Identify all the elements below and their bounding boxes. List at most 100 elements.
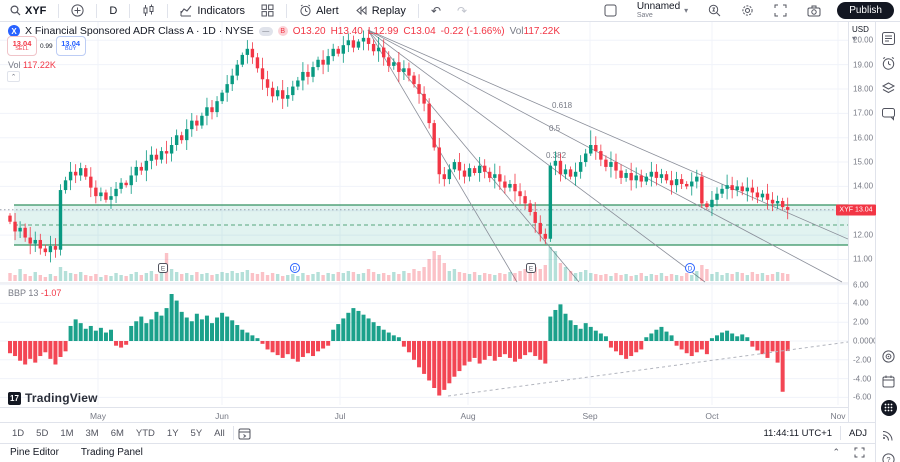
range-5y[interactable]: 5Y <box>190 427 203 439</box>
bbp-indicator-legend[interactable]: BBP 13 -1.07 <box>8 288 61 298</box>
interval-button[interactable]: D <box>105 2 121 20</box>
rss-signal-icon <box>882 431 893 441</box>
watchlist-icon <box>882 32 895 45</box>
parallel-channel-overlay[interactable] <box>14 204 848 246</box>
ohlc-values: O13.20 H13.40 L12.99 C13.04 -0.22 (-1.66… <box>293 26 560 37</box>
indicators-icon <box>180 5 192 17</box>
save-label: Save <box>636 12 653 19</box>
undo-button[interactable]: ↶ <box>430 3 441 18</box>
chart-area[interactable]: 0.618 0.5 0.382 E D E D X X Financial Sponsore… <box>0 22 877 422</box>
object-tree-button[interactable] <box>880 80 897 97</box>
buy-button[interactable]: 13.04 BUY <box>55 36 86 56</box>
redo-button[interactable]: ↷ <box>457 3 468 18</box>
dividend-marker[interactable]: D <box>290 263 300 273</box>
time-axis[interactable]: May Jun Jul Aug Sep Oct Nov <box>0 407 848 422</box>
earnings-marker[interactable]: E <box>158 263 168 273</box>
close-value: C13.04 <box>403 25 436 37</box>
fullscreen-button[interactable] <box>770 2 791 20</box>
main-area: 0.618 0.5 0.382 E D E D X X Financial Sponsore… <box>0 22 900 462</box>
price-tick-label: 17.00 <box>853 108 874 118</box>
range-all[interactable]: All <box>214 427 225 439</box>
layout-name-button[interactable]: Unnamed Save ▾ <box>633 2 692 20</box>
range-6m[interactable]: 6M <box>110 427 124 439</box>
compare-add-button[interactable] <box>67 2 88 20</box>
fib-fan-overlay[interactable]: 0.618 0.5 0.382 <box>367 29 848 283</box>
replay-button[interactable]: Replay <box>351 2 410 20</box>
indicators-button[interactable]: Indicators <box>176 2 249 20</box>
apps-grid-icon <box>880 399 897 416</box>
legend-collapse-button[interactable]: ⌃ <box>7 71 20 82</box>
plus-circle-icon <box>71 4 85 17</box>
bbp-histogram-layer <box>8 294 790 396</box>
time-axis-month-label: Aug <box>460 411 476 421</box>
calendar-button[interactable] <box>880 373 897 390</box>
time-axis-month-label: May <box>89 411 107 421</box>
help-button[interactable]: ? <box>880 451 897 462</box>
fib-fan-label: 0.5 <box>549 124 561 133</box>
earnings-marker[interactable]: E <box>526 263 536 273</box>
bbp-tick-label: 6.00 <box>853 280 869 290</box>
toolbar-separator <box>58 3 60 18</box>
range-ytd[interactable]: YTD <box>135 427 155 439</box>
screenshot-button[interactable] <box>803 2 825 20</box>
time-axis-month-label: Oct <box>705 411 719 421</box>
go-to-date-icon[interactable] <box>238 427 251 440</box>
symbol-title[interactable]: X Financial Sponsored ADR Class A · 1D ·… <box>25 25 254 37</box>
indicator-templates-button[interactable] <box>257 2 278 20</box>
adj-toggle[interactable]: ADJ <box>849 427 867 439</box>
change-value: -0.22 (-1.66%) <box>440 25 505 37</box>
range-5d[interactable]: 5D <box>36 427 49 439</box>
toolbar-separator <box>96 3 98 18</box>
chat-button[interactable] <box>880 105 897 122</box>
grid-templates-icon <box>261 4 274 17</box>
symbol-search-button[interactable]: XYF <box>6 2 50 20</box>
tab-trading-panel[interactable]: Trading Panel <box>80 447 143 458</box>
bbp-trendline[interactable] <box>447 341 848 397</box>
chart-type-button[interactable] <box>138 2 159 20</box>
tradingview-logo-text: TradingView <box>25 391 98 405</box>
range-1m[interactable]: 1M <box>60 427 74 439</box>
quick-search-icon <box>708 4 721 17</box>
last-price-tag: XYF 13.04 <box>836 204 876 216</box>
vol-label: Vol <box>8 60 21 70</box>
time-axis-month-label: Jun <box>215 411 229 421</box>
bbp-tick-label: -4.00 <box>853 374 872 384</box>
search-icon <box>10 5 21 16</box>
price-axis[interactable]: USD ▾ 20.00 19.00 18.00 17.00 16.00 15.00 14.0… <box>836 22 877 422</box>
publish-button[interactable]: Publish <box>837 2 894 19</box>
quick-search-button[interactable] <box>704 2 725 20</box>
currency-selector[interactable]: USD ▾ <box>852 25 869 43</box>
legend-collapse-badge[interactable]: — <box>258 26 273 36</box>
all-apps-button[interactable] <box>880 399 897 416</box>
legend-b-badge[interactable]: B <box>277 26 288 36</box>
layout-select-button[interactable] <box>600 2 621 20</box>
settings-button[interactable] <box>737 2 758 20</box>
clock-time[interactable]: 11:44:11 UTC+1 <box>763 427 833 439</box>
camera-icon <box>807 5 821 16</box>
panel-expand-icon[interactable] <box>854 447 865 458</box>
hotlists-button[interactable] <box>880 348 897 365</box>
bbp-tick-label: 4.00 <box>853 298 869 308</box>
watchlist-button[interactable] <box>880 30 897 47</box>
time-axis-month-label: Sep <box>582 411 598 421</box>
chart-canvas[interactable]: 0.618 0.5 0.382 E D E D <box>0 22 848 407</box>
alert-button[interactable]: Alert <box>295 2 343 20</box>
chart-legend[interactable]: X X Financial Sponsored ADR Class A · 1D… <box>8 25 560 37</box>
sell-button[interactable]: 13.04 SELL <box>7 36 37 56</box>
range-1y[interactable]: 1Y <box>166 427 179 439</box>
alerts-panel-button[interactable] <box>880 55 897 72</box>
price-tick-label: 14.00 <box>853 181 874 191</box>
tab-pine-editor[interactable]: Pine Editor <box>10 447 59 458</box>
news-feed-button[interactable] <box>880 426 897 443</box>
tradingview-logo-icon: 17 <box>8 391 21 405</box>
range-1d[interactable]: 1D <box>12 427 25 439</box>
toolbar-separator <box>286 3 288 18</box>
dividend-marker[interactable]: D <box>685 263 695 273</box>
date-range-group: 1D 5D 1M 3M 6M YTD 1Y 5Y All <box>8 426 251 441</box>
range-3m[interactable]: 3M <box>85 427 99 439</box>
toolbar-separator <box>417 3 419 18</box>
toolbar-separator <box>167 3 169 18</box>
price-tick-label: 12.00 <box>853 230 874 240</box>
tradingview-watermark: 17 TradingView <box>8 391 98 405</box>
panel-collapse-chevron[interactable]: ⌃ <box>832 447 840 457</box>
